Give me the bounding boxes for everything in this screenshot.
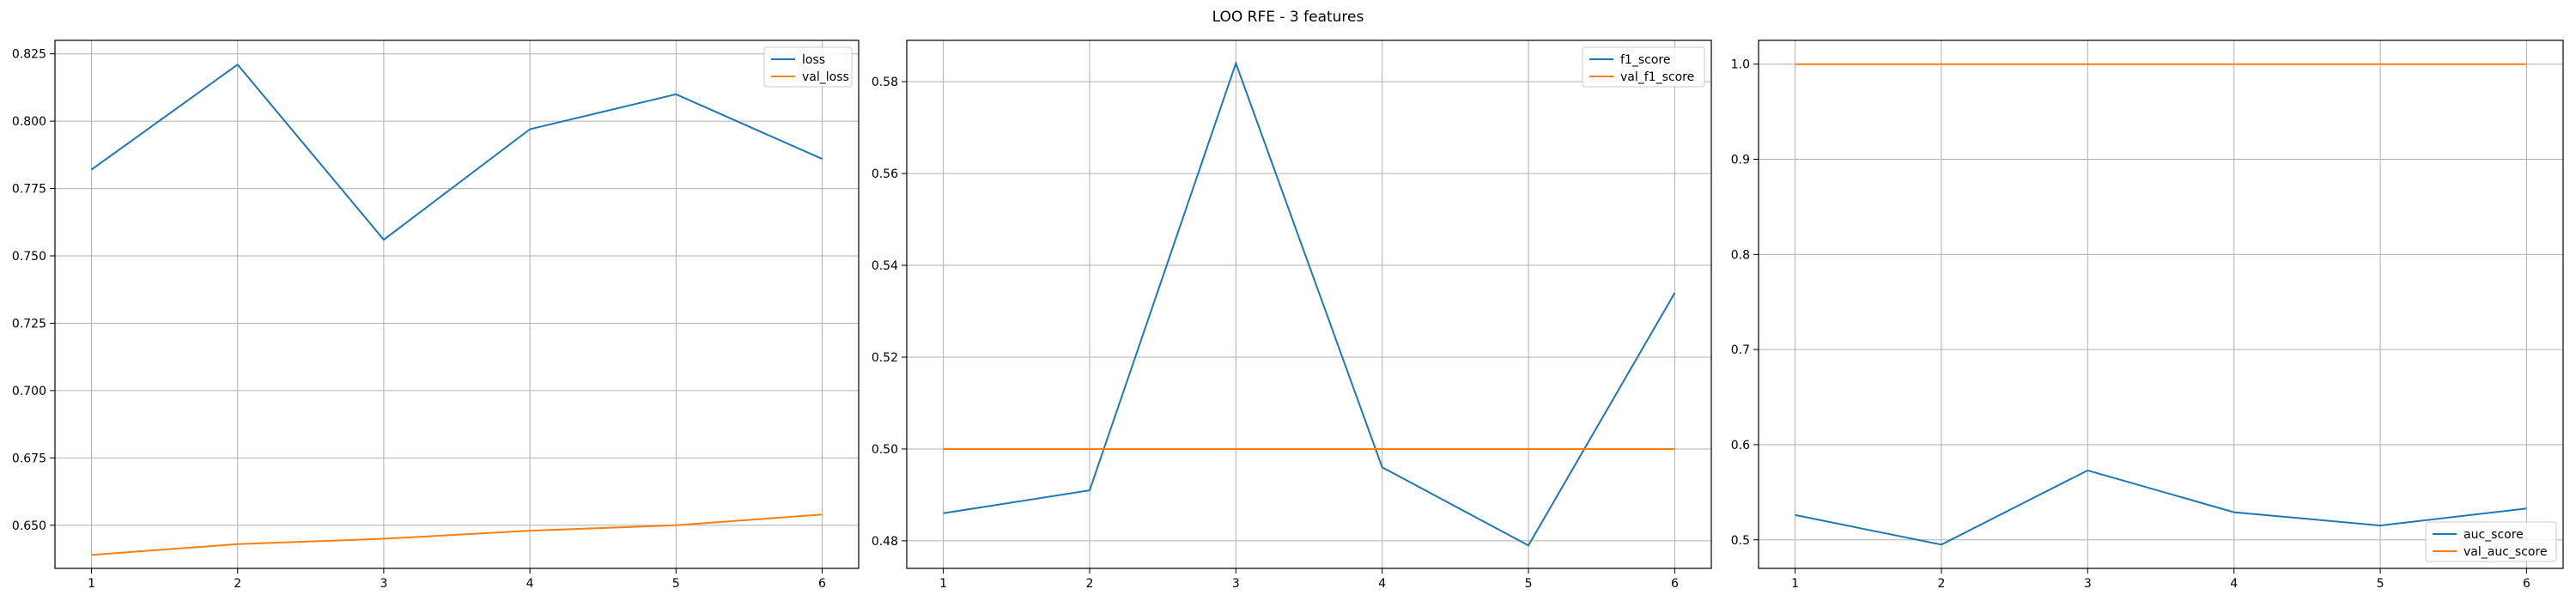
y-tick-label: 0.9 (1731, 154, 1750, 167)
y-tick-label: 0.6 (1731, 439, 1750, 452)
chart-panel-2: 1 2 3 4 5 6 0.48 0.50 0.52 0.54 0.56 0.58 f1_scoreva… (872, 39, 1712, 591)
x-tick-label: 5 (2377, 577, 2385, 591)
x-tick-label: 2 (1937, 577, 1945, 591)
legend-label: f1_score (1620, 53, 1670, 67)
y-tick-label: 0.54 (872, 259, 898, 273)
x-tick-label: 6 (1671, 577, 1679, 591)
legend-label: loss (802, 53, 825, 67)
y-tick-label: 0.675 (12, 452, 46, 465)
y-tick-label: 1.0 (1731, 58, 1750, 72)
legend-label: val_auc_score (2464, 545, 2548, 559)
x-tick-label: 1 (1791, 577, 1799, 591)
x-tick-label: 1 (939, 577, 947, 591)
x-tick-label: 6 (2523, 577, 2530, 591)
x-tick-label: 4 (526, 577, 534, 591)
axes-frame (1758, 39, 2564, 569)
legend-label: val_loss (802, 70, 849, 84)
legend: auc_score val_auc_score (2425, 521, 2557, 562)
legend-label: val_f1_score (1620, 70, 1694, 84)
axes-frame (906, 39, 1712, 569)
x-tick-label: 2 (1085, 577, 1093, 591)
legend: loss val_loss (763, 46, 853, 88)
y-tick-label: 0.50 (872, 443, 898, 457)
x-tick-label: 3 (380, 577, 387, 591)
y-tick-label: 0.650 (12, 519, 46, 533)
x-tick-label: 3 (2084, 577, 2092, 591)
x-tick-label: 4 (2230, 577, 2238, 591)
series-line-auc_score (1795, 469, 2527, 546)
y-tick-label: 0.700 (12, 385, 46, 398)
y-tick-label: 0.775 (12, 183, 46, 197)
series-line-loss (90, 63, 823, 241)
chart-panel-3: 1 2 3 4 5 6 0.5 0.6 0.7 0.8 0.9 1.0 auc_score val_auc… (1731, 39, 2564, 591)
figure-title: LOO RFE - 3 features (1212, 9, 1364, 26)
y-tick-label: 0.750 (12, 250, 46, 264)
legend: f1_score val_f1_score (1582, 46, 1705, 88)
axes-frame (54, 39, 860, 569)
y-tick-label: 0.48 (872, 535, 898, 549)
y-tick-label: 0.58 (872, 76, 898, 89)
y-tick-label: 0.5 (1731, 534, 1750, 548)
x-tick-label: 3 (1232, 577, 1240, 591)
x-tick-label: 5 (1525, 577, 1533, 591)
y-tick-label: 0.7 (1731, 343, 1750, 357)
y-tick-label: 0.725 (12, 317, 46, 331)
y-tick-label: 0.825 (12, 48, 46, 62)
y-tick-label: 0.800 (12, 115, 46, 129)
y-tick-label: 0.52 (872, 351, 898, 365)
x-tick-label: 1 (88, 577, 95, 591)
legend-label: auc_score (2464, 528, 2524, 542)
x-tick-label: 5 (672, 577, 680, 591)
y-tick-label: 0.8 (1731, 248, 1750, 262)
x-tick-label: 6 (818, 577, 826, 591)
y-tick-label: 0.56 (872, 167, 898, 181)
x-tick-label: 2 (234, 577, 241, 591)
chart-panel-1: 1 2 3 4 5 6 0.650 0.675 0.700 0.725 0.750 0.775 0.80… (12, 39, 860, 591)
legend-box (2425, 521, 2557, 562)
series-line-val_loss (91, 513, 823, 556)
x-tick-label: 4 (1378, 577, 1386, 591)
series-line-f1_score (943, 60, 1676, 547)
